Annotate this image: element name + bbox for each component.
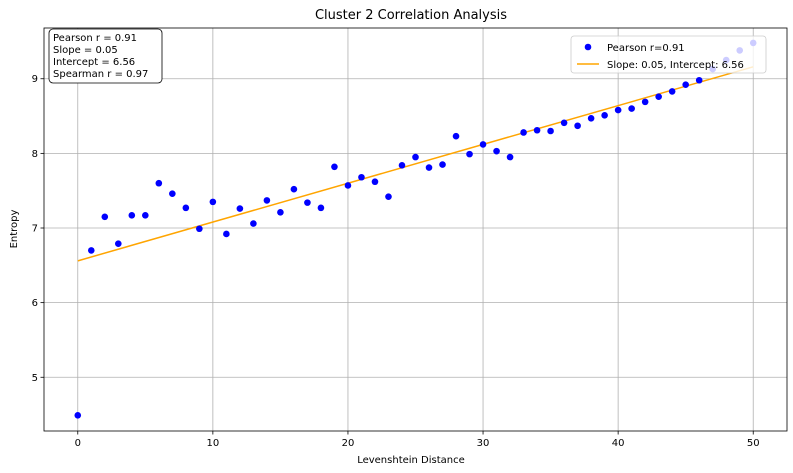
y-axis-label: Entropy xyxy=(9,209,20,248)
data-point xyxy=(587,115,595,122)
legend-frame xyxy=(570,35,767,74)
x-axis-ticks: 0 10 20 30 40 50 xyxy=(75,431,760,449)
data-point xyxy=(641,98,649,106)
data-point xyxy=(209,198,217,206)
data-point xyxy=(452,132,460,140)
data-point xyxy=(236,205,244,212)
data-point xyxy=(155,179,163,187)
x-axis-label: Levenshtein Distance xyxy=(357,455,465,466)
data-point xyxy=(250,220,257,227)
y-tick-label: 8 xyxy=(32,149,38,160)
data-point xyxy=(533,126,541,134)
chart-title: Cluster 2 Correlation Analysis xyxy=(315,8,507,23)
data-point xyxy=(547,127,554,135)
legend-scatter-label: Pearson r=0.91 xyxy=(607,43,685,54)
data-point xyxy=(425,164,433,171)
data-point xyxy=(74,412,82,419)
legend-line-label: Slope: 0.05, Intercept: 6.56 xyxy=(607,60,744,71)
legend: Pearson r=0.91 Slope: 0.05, Intercept: 6… xyxy=(570,35,767,74)
data-point xyxy=(101,213,109,221)
stats-box: Pearson r = 0.91 Slope = 0.05 Intercept … xyxy=(48,28,163,84)
stats-intercept-text: Intercept = 6.56 xyxy=(53,57,135,68)
data-point xyxy=(263,197,271,204)
data-point xyxy=(668,88,676,95)
x-tick-label: 50 xyxy=(747,438,760,449)
data-point xyxy=(398,162,406,169)
data-point xyxy=(182,204,190,212)
stats-box-frame xyxy=(48,28,163,84)
data-point xyxy=(506,153,514,161)
x-tick-label: 30 xyxy=(477,438,490,449)
data-point xyxy=(371,178,379,186)
y-axis-ticks: 5 6 7 8 9 xyxy=(32,74,44,384)
data-point xyxy=(439,161,446,168)
data-point xyxy=(128,212,136,219)
x-tick-label: 10 xyxy=(206,438,219,449)
data-point xyxy=(277,209,284,216)
x-tick-label: 0 xyxy=(75,438,81,449)
data-point xyxy=(695,76,703,84)
data-point xyxy=(115,240,122,247)
data-point xyxy=(614,106,622,114)
data-point xyxy=(628,105,635,112)
data-point xyxy=(479,141,487,148)
data-point xyxy=(358,173,365,181)
data-point xyxy=(682,81,689,89)
data-point xyxy=(560,119,568,127)
plot-frame xyxy=(43,27,788,432)
x-tick-label: 20 xyxy=(342,438,355,449)
data-point xyxy=(655,93,662,100)
data-point xyxy=(196,225,203,233)
data-point xyxy=(304,199,311,206)
data-point xyxy=(601,112,608,119)
regression-line-layer xyxy=(77,66,754,262)
data-point xyxy=(344,182,352,189)
data-point xyxy=(574,122,581,130)
data-point xyxy=(493,147,500,155)
data-point xyxy=(223,230,230,238)
stats-slope-text: Slope = 0.05 xyxy=(53,45,118,56)
data-point xyxy=(87,247,95,254)
x-tick-label: 40 xyxy=(612,438,625,449)
legend-scatter-marker xyxy=(584,43,592,51)
data-point xyxy=(142,212,149,219)
grid xyxy=(44,28,787,431)
data-point xyxy=(520,129,527,136)
stats-pearson-text: Pearson r = 0.91 xyxy=(53,33,137,44)
y-tick-label: 6 xyxy=(32,298,38,309)
data-point xyxy=(385,193,392,200)
data-point xyxy=(412,153,419,161)
y-tick-label: 7 xyxy=(32,224,38,235)
data-point xyxy=(317,204,325,212)
stats-spearman-text: Spearman r = 0.97 xyxy=(53,69,148,80)
data-point xyxy=(169,190,176,197)
data-point xyxy=(466,150,473,158)
y-tick-label: 5 xyxy=(32,373,38,384)
data-point xyxy=(290,185,298,193)
regression-line xyxy=(77,66,754,262)
data-point xyxy=(331,163,338,171)
y-tick-label: 9 xyxy=(32,74,38,85)
